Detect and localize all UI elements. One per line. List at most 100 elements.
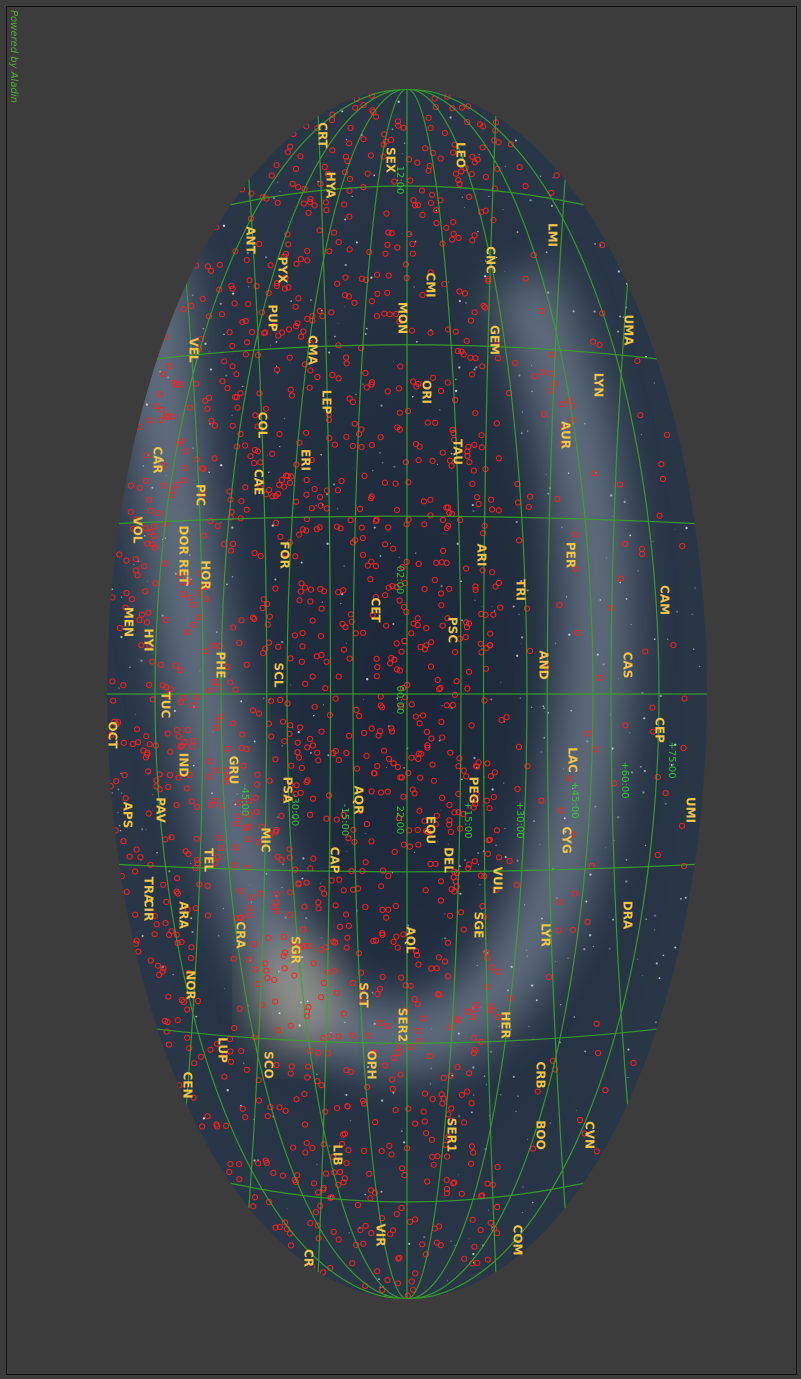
source-marker bbox=[335, 589, 342, 596]
source-marker bbox=[135, 948, 142, 955]
star bbox=[355, 188, 357, 190]
source-marker bbox=[616, 481, 624, 488]
source-marker bbox=[271, 976, 278, 984]
star bbox=[617, 816, 620, 819]
star bbox=[204, 342, 207, 345]
star bbox=[465, 302, 467, 304]
source-marker bbox=[234, 404, 241, 411]
source-marker bbox=[395, 385, 403, 392]
source-marker bbox=[228, 508, 235, 515]
star bbox=[471, 504, 474, 507]
source-marker bbox=[402, 1007, 409, 1014]
constellation-label: CYG bbox=[560, 826, 574, 853]
source-marker bbox=[379, 929, 386, 937]
source-marker bbox=[230, 624, 237, 631]
source-marker bbox=[293, 1096, 300, 1103]
star bbox=[495, 844, 497, 847]
source-marker bbox=[263, 405, 270, 412]
source-marker bbox=[255, 1160, 262, 1167]
star bbox=[666, 638, 669, 641]
star bbox=[143, 534, 146, 537]
source-marker bbox=[424, 1178, 431, 1185]
source-marker bbox=[245, 300, 252, 308]
grid-label: +30:00 bbox=[514, 801, 525, 838]
source-marker bbox=[232, 248, 239, 255]
source-marker bbox=[294, 739, 301, 746]
star bbox=[414, 851, 416, 853]
star bbox=[231, 776, 234, 779]
source-marker bbox=[314, 749, 321, 756]
source-marker bbox=[477, 1227, 484, 1234]
source-marker bbox=[378, 1215, 386, 1222]
source-marker bbox=[257, 552, 264, 560]
source-marker bbox=[163, 684, 170, 691]
star bbox=[619, 315, 622, 318]
source-marker bbox=[490, 793, 497, 801]
source-marker bbox=[248, 190, 255, 197]
star bbox=[574, 786, 576, 788]
source-marker bbox=[395, 122, 402, 129]
source-marker bbox=[507, 141, 515, 148]
source-marker bbox=[446, 912, 454, 919]
source-marker bbox=[487, 773, 494, 780]
source-marker bbox=[460, 926, 467, 933]
source-marker bbox=[236, 1161, 243, 1168]
source-marker bbox=[395, 1255, 402, 1262]
source-marker bbox=[474, 156, 481, 163]
star bbox=[120, 635, 123, 639]
star bbox=[300, 955, 304, 959]
source-marker bbox=[204, 1113, 211, 1120]
source-marker bbox=[395, 814, 402, 822]
source-marker bbox=[153, 777, 160, 784]
star bbox=[161, 459, 164, 462]
star bbox=[299, 1001, 302, 1004]
source-marker bbox=[322, 1108, 329, 1115]
star bbox=[542, 705, 545, 708]
source-marker bbox=[186, 1045, 193, 1052]
source-marker bbox=[391, 848, 398, 856]
star bbox=[437, 840, 439, 842]
source-marker bbox=[210, 642, 217, 649]
source-marker bbox=[471, 232, 478, 239]
source-marker bbox=[349, 398, 356, 406]
star bbox=[345, 138, 348, 141]
coordinate-grid bbox=[107, 89, 707, 1299]
star bbox=[457, 1174, 459, 1176]
source-marker bbox=[408, 327, 416, 334]
source-marker bbox=[229, 422, 236, 429]
source-marker bbox=[385, 906, 392, 913]
source-marker bbox=[332, 748, 339, 755]
star bbox=[403, 767, 405, 769]
star bbox=[461, 196, 463, 198]
source-marker bbox=[290, 1144, 297, 1151]
source-marker bbox=[470, 804, 477, 811]
source-marker bbox=[453, 883, 460, 890]
source-marker bbox=[266, 613, 273, 620]
source-marker bbox=[458, 1091, 465, 1098]
star bbox=[653, 382, 656, 384]
source-marker bbox=[373, 673, 380, 680]
source-marker bbox=[342, 274, 349, 281]
constellation-label: MON bbox=[396, 302, 410, 334]
source-marker bbox=[408, 630, 415, 637]
grid-label: +60:00 bbox=[619, 761, 630, 798]
star bbox=[111, 792, 114, 794]
star bbox=[659, 694, 662, 698]
source-marker bbox=[258, 1001, 265, 1009]
source-marker bbox=[465, 620, 473, 627]
source-marker bbox=[436, 686, 443, 693]
source-marker bbox=[414, 615, 421, 622]
source-marker bbox=[450, 149, 457, 156]
star bbox=[118, 824, 121, 827]
source-marker bbox=[422, 1251, 429, 1258]
constellation-label: ORI bbox=[420, 380, 434, 404]
source-marker bbox=[463, 565, 470, 572]
star bbox=[627, 1048, 630, 1051]
source-marker bbox=[140, 747, 147, 754]
star bbox=[223, 333, 225, 336]
source-marker bbox=[380, 153, 387, 160]
source-marker bbox=[362, 903, 369, 911]
star bbox=[209, 368, 213, 371]
source-marker bbox=[342, 153, 350, 160]
